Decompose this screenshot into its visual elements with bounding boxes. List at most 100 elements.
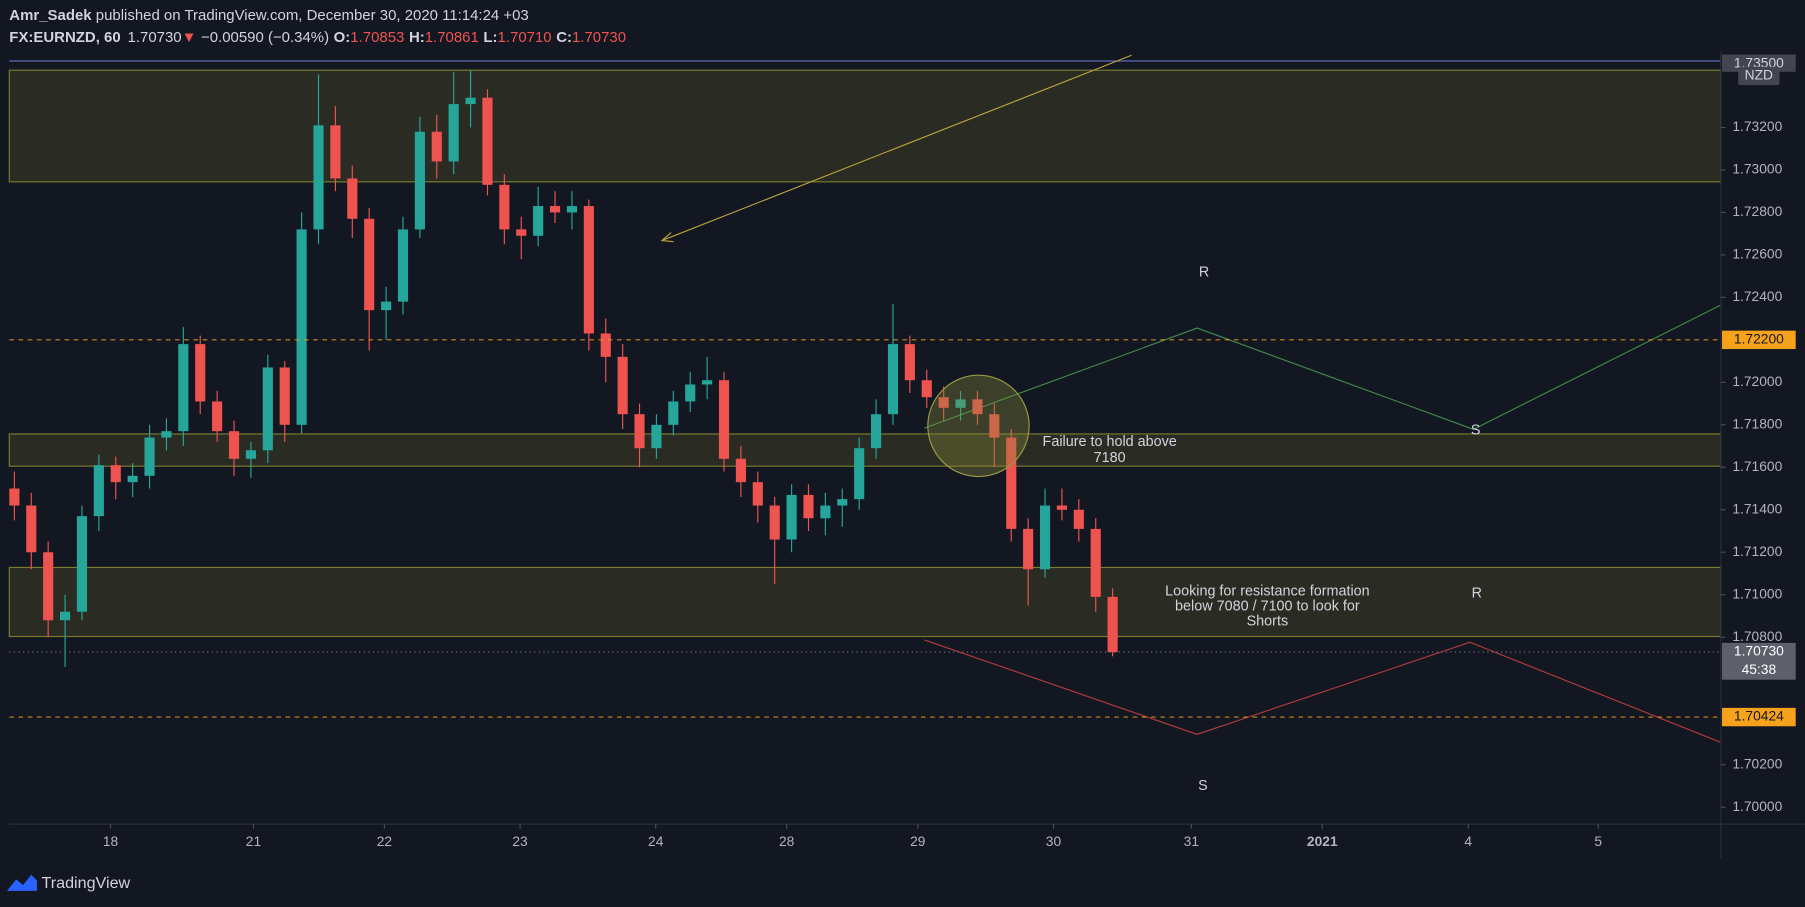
candle-body [803,494,814,519]
candle-body [127,475,138,483]
y-tick-label: 1.72600 [1732,246,1782,262]
label: S [1471,422,1481,438]
y-tick-label: 1.71600 [1732,458,1782,474]
candle-body [76,516,88,612]
header-line: Amr_Sadek published on TradingView.com, … [9,7,528,24]
y-tick-label: 1.70200 [1732,755,1782,771]
candle-body [195,344,206,402]
candle-body [347,178,358,219]
candle-body [837,499,848,506]
candle-body [448,104,459,162]
candle-body [1039,505,1051,570]
candle-body [43,552,54,621]
candle-body [397,229,409,302]
candle-body [549,206,561,213]
currency: NZD [1745,67,1773,83]
candle-body [634,414,645,449]
y-tick-label: 1.71200 [1732,543,1782,559]
ohlc-label: H: [409,29,425,46]
candle-body [1107,596,1118,653]
projection-up [924,304,1722,430]
ohlc-value: 1.70861 [425,29,479,46]
candle-body [887,344,899,415]
candle-body [1023,528,1034,570]
zone [8,566,1722,638]
y-tick-label: 1.70000 [1732,798,1782,814]
ohlc-label: O: [334,29,351,46]
candle-body [972,399,983,415]
x-tick-label: 30 [1046,833,1062,849]
candle-body [752,482,763,506]
candle-body [921,380,932,398]
candle-body [178,344,189,432]
note-line: 7180 [1094,450,1126,466]
candle-body [26,505,37,553]
ohlc-value: 1.70710 [498,29,552,46]
candle-body [600,333,611,357]
y-tick-label: 1.72000 [1732,373,1782,389]
highlight-circle [927,374,1030,478]
plot [9,70,1721,718]
candle-body [854,448,865,500]
candle-body [955,399,966,408]
y-tick-label: 1.71400 [1732,500,1782,516]
candle-body [1006,437,1017,529]
level-label: 1.70424 [1734,708,1784,724]
candle-body [279,367,290,425]
candle-body [668,401,679,425]
label: S [1198,778,1208,794]
candle-body [617,356,628,415]
x-tick-label: 21 [246,833,261,849]
candle-body [533,206,544,236]
brand: TradingView [42,874,131,892]
candle-body [60,611,71,621]
arrow-line [661,54,1132,242]
ohlc-label: L: [483,29,497,46]
candle-body [1090,528,1101,597]
y-tick-label: 1.70800 [1732,628,1782,644]
candle-body [144,437,155,476]
y-tick-label: 1.73000 [1732,161,1782,177]
candle-body [516,229,527,236]
ohlc-value: 1.70853 [350,29,404,46]
candle-body [93,465,104,517]
y-tick-label: 1.72800 [1732,203,1782,219]
candle-body [904,344,915,381]
last-price-label: 1.70730 [1734,643,1784,659]
direction: ▼ [182,29,197,46]
author: Amr_Sadek [9,7,92,24]
candle-body [1073,509,1084,529]
level-label: 1.72200 [1734,331,1784,347]
y-tick-label: 1.73200 [1732,118,1782,134]
candle-body [786,494,797,540]
candle-body [718,380,730,459]
change: −0.00590 (−0.34%) [201,29,329,46]
x-tick-label: 18 [103,833,119,849]
x-tick-label: 4 [1464,833,1472,849]
candle-body [245,450,256,459]
candle-body [296,229,307,425]
candle-body [381,301,392,311]
candle-body [465,97,476,105]
candle-body [110,465,121,483]
projection-down [924,639,1722,743]
x-tick-label: 28 [779,833,795,849]
candle-body [989,414,1000,438]
candle-body [482,97,493,185]
zone [8,433,1722,467]
ohlc-label: C: [556,29,572,46]
candle-body [262,367,273,451]
candle-body [769,505,780,540]
x-tick-label: 23 [512,833,528,849]
label: R [1472,586,1482,602]
ohlc-value: 1.70730 [572,29,626,46]
symbol: FX:EURNZD, 60 [9,29,120,46]
candle-body [431,131,442,162]
candle-body [9,488,20,506]
logo-icon [7,874,37,891]
level-badge [1722,330,1796,350]
candle-body [414,131,425,230]
x-tick-label: 5 [1594,833,1602,849]
note-line: Shorts [1247,613,1289,629]
